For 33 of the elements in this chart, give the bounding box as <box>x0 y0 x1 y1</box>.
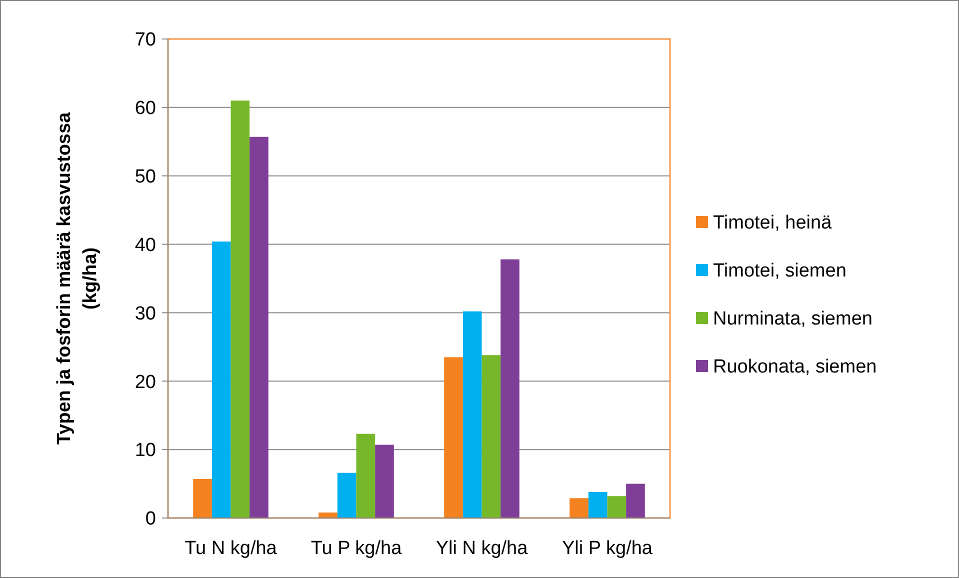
bar <box>318 512 338 518</box>
bar <box>212 242 231 518</box>
bar <box>193 478 212 518</box>
bar <box>626 484 645 518</box>
y-tick-label: 30 <box>134 303 156 324</box>
bar <box>588 492 608 518</box>
y-tick-label: 70 <box>134 30 156 51</box>
bar <box>500 259 520 518</box>
legend-label: Timotei, siemen <box>713 260 846 282</box>
x-tick-label: Yli P kg/ha <box>562 538 653 559</box>
x-tick-label: Tu N kg/ha <box>184 538 278 559</box>
y-tick-label: 0 <box>145 508 156 530</box>
bar <box>250 136 268 518</box>
bar <box>570 498 588 518</box>
bar <box>337 472 356 518</box>
y-tick-label: 60 <box>134 98 156 120</box>
y-axis-title: Typen ja fosforin määrä kasvustossa (kg/ha) <box>54 112 101 445</box>
bar <box>462 311 482 518</box>
x-tick-label: Tu P kg/ha <box>310 538 402 559</box>
legend-label: Ruokonata, siemen <box>713 356 877 378</box>
y-tick-label: 50 <box>134 166 156 188</box>
bar <box>482 355 501 518</box>
y-tick-label: 40 <box>134 234 156 256</box>
bar <box>375 444 394 518</box>
y-tick-label: 10 <box>134 440 156 462</box>
y-tick-label: 20 <box>134 372 156 393</box>
bar <box>607 496 626 518</box>
x-tick-label: Yli N kg/ha <box>436 538 528 559</box>
bar <box>230 100 250 518</box>
bar <box>356 434 376 518</box>
legend-label: Timotei, heinä <box>713 212 832 234</box>
bar <box>444 357 463 518</box>
legend-label: Nurminata, siemen <box>713 308 872 330</box>
